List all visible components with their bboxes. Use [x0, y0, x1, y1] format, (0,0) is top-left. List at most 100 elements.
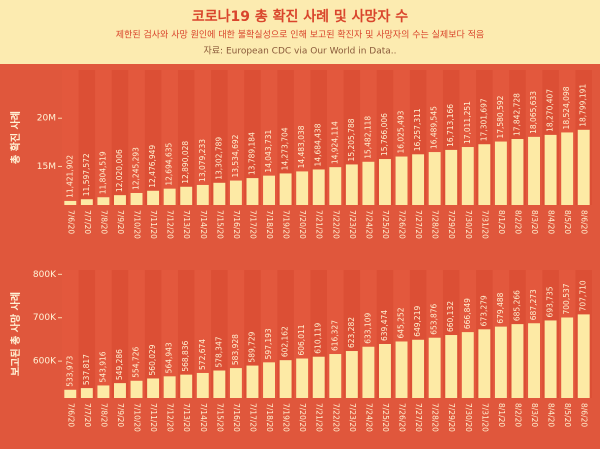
value-label: 11,421,902 — [65, 155, 74, 198]
bar — [428, 152, 441, 205]
bar — [345, 164, 358, 205]
x-tick-label: 7/19/20 — [282, 403, 291, 432]
value-label: 685,266 — [512, 290, 521, 321]
column-band — [144, 70, 162, 205]
bar — [561, 132, 574, 205]
value-label: 16,025,493 — [397, 110, 406, 153]
x-tick-label: 7/24/20 — [364, 403, 373, 432]
x-tick-label: 8/4/20 — [547, 210, 556, 234]
value-label: 12,476,949 — [148, 145, 157, 188]
bar — [213, 370, 226, 398]
bar — [80, 199, 93, 205]
x-tick-label: 7/29/20 — [447, 210, 456, 239]
value-label: 589,729 — [247, 331, 256, 362]
column-band — [211, 70, 228, 205]
column-band — [144, 270, 162, 398]
bar — [494, 326, 507, 398]
x-tick-label: 7/12/20 — [166, 210, 175, 239]
bar — [577, 314, 590, 398]
value-label: 16,713,166 — [446, 104, 455, 147]
bar — [362, 161, 375, 205]
x-tick-label: 7/12/20 — [166, 403, 175, 432]
bar — [246, 178, 259, 205]
value-label: 610,119 — [314, 322, 323, 353]
bar — [412, 339, 425, 398]
x-tick-label: 7/23/20 — [348, 403, 357, 432]
value-label: 18,524,098 — [562, 86, 571, 129]
value-label: 12,020,006 — [115, 149, 124, 192]
value-label: 560,029 — [148, 344, 157, 375]
bar — [263, 175, 275, 205]
subtitle: 제한된 검사와 사망 원인에 대한 불확실성으로 인해 보고된 확진자 및 사망… — [116, 29, 484, 41]
value-label: 12,245,293 — [132, 147, 141, 190]
source: 자료: European CDC via Our World in Data.. — [203, 46, 396, 57]
value-label: 12,694,635 — [165, 142, 174, 185]
value-label: 15,766,006 — [380, 113, 389, 156]
value-label: 14,924,114 — [330, 121, 339, 164]
x-tick-label: 7/26/20 — [398, 403, 407, 432]
x-tick-label: 7/13/20 — [182, 403, 191, 432]
bar — [114, 195, 126, 205]
bar — [577, 129, 590, 205]
x-tick-label: 8/2/20 — [513, 403, 522, 427]
bar — [312, 356, 325, 398]
x-tick-label: 7/28/20 — [431, 403, 440, 432]
value-label: 14,684,438 — [314, 123, 323, 166]
x-tick-label: 8/2/20 — [513, 210, 522, 234]
value-label: 11,597,572 — [82, 153, 91, 196]
y-axis-label: 보고된 총 사망 사례 — [9, 292, 22, 376]
x-tick-label: 7/6/20 — [66, 403, 75, 427]
bar — [163, 188, 176, 205]
bar — [196, 184, 209, 205]
bar — [461, 147, 474, 205]
x-tick-label: 7/10/20 — [133, 210, 142, 239]
value-label: 18,065,633 — [529, 91, 538, 134]
bar — [461, 332, 474, 398]
y-tick-label: 700K — [33, 313, 57, 323]
value-label: 606,011 — [297, 324, 306, 355]
bar — [445, 149, 458, 205]
column-band — [244, 70, 261, 205]
x-tick-label: 7/30/20 — [464, 403, 473, 432]
x-tick-label: 7/11/20 — [149, 403, 158, 432]
column-band — [211, 270, 228, 398]
value-label: 13,789,184 — [247, 132, 256, 175]
bar — [312, 169, 325, 205]
bar — [64, 200, 77, 205]
x-tick-label: 7/10/20 — [133, 403, 142, 432]
column-band — [111, 270, 129, 398]
x-tick-label: 7/8/20 — [99, 403, 108, 427]
bar — [379, 343, 391, 398]
bar — [561, 317, 574, 398]
x-tick-label: 7/30/20 — [464, 210, 473, 239]
x-tick-label: 7/7/20 — [83, 403, 92, 427]
bar — [329, 167, 342, 205]
x-tick-label: 7/16/20 — [232, 210, 241, 239]
column-band — [78, 270, 96, 398]
value-label: 666,849 — [463, 298, 472, 329]
x-tick-label: 7/26/20 — [398, 210, 407, 239]
bar — [279, 360, 292, 398]
column-band — [277, 70, 294, 205]
bar — [428, 337, 441, 398]
value-label: 645,252 — [397, 307, 406, 338]
value-label: 578,347 — [214, 336, 223, 367]
x-tick-label: 7/7/20 — [83, 210, 92, 234]
value-label: 660,132 — [446, 301, 455, 332]
value-label: 673,279 — [479, 295, 488, 326]
column-band — [111, 70, 129, 205]
value-label: 700,537 — [562, 283, 571, 314]
bar — [345, 351, 358, 398]
value-label: 14,273,704 — [281, 127, 290, 170]
column-band — [177, 270, 195, 398]
column-band — [78, 70, 96, 205]
value-label: 537,817 — [82, 354, 91, 385]
x-tick-label: 8/4/20 — [547, 403, 556, 427]
x-tick-label: 7/22/20 — [331, 210, 340, 239]
value-label: 653,876 — [430, 303, 439, 334]
y-tick-label: 800K — [33, 270, 57, 280]
x-tick-label: 7/13/20 — [182, 210, 191, 239]
value-label: 14,043,731 — [264, 129, 273, 172]
x-tick-label: 7/25/20 — [381, 210, 390, 239]
value-label: 616,327 — [330, 320, 339, 351]
